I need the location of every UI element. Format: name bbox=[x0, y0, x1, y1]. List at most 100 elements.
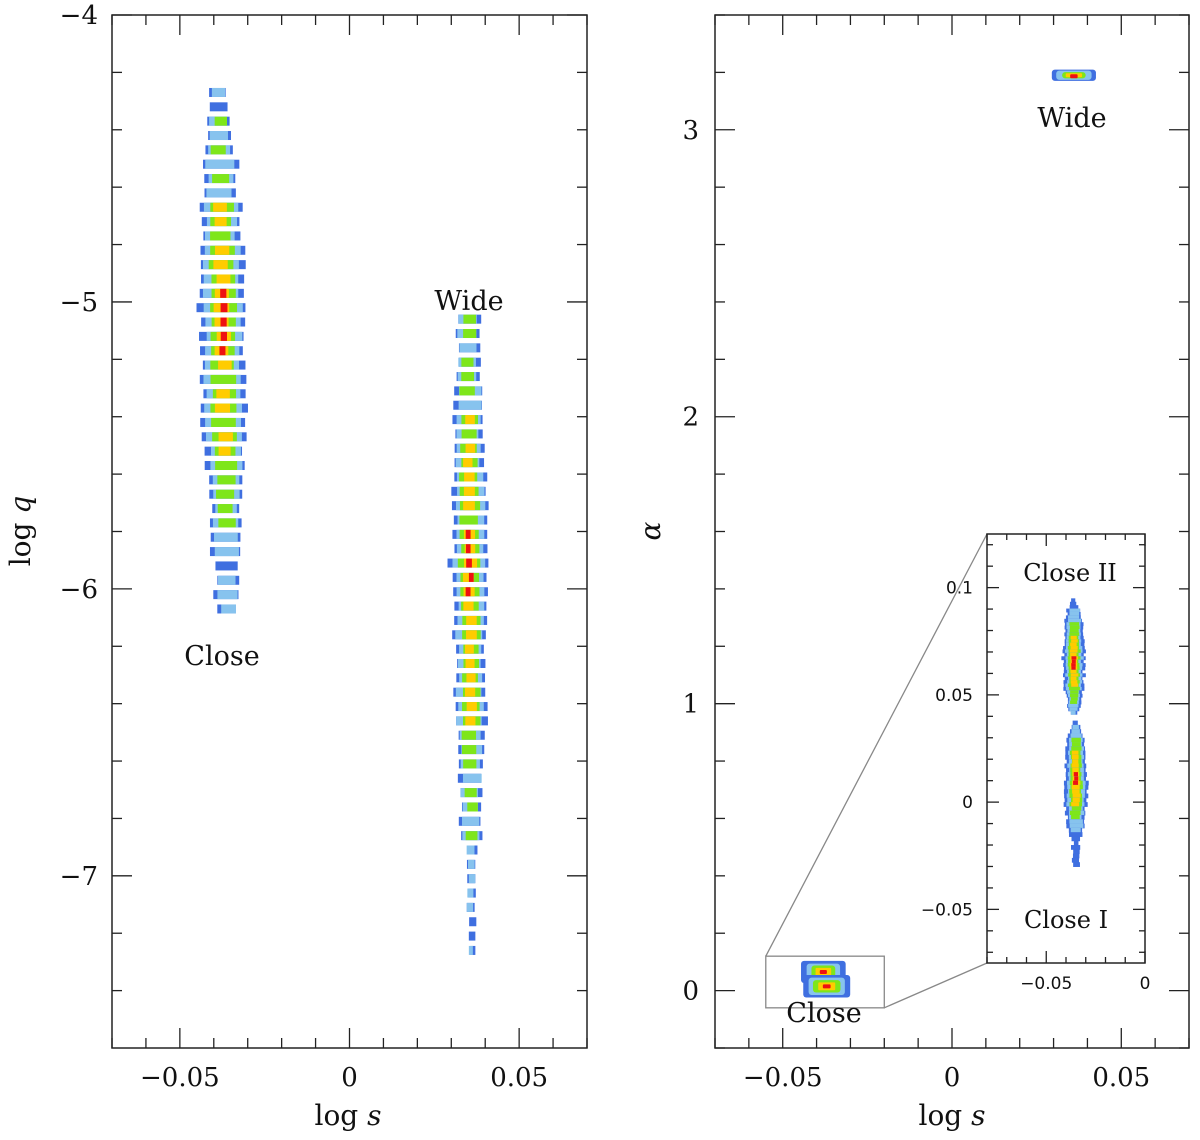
inset-posterior-cell bbox=[1070, 680, 1078, 685]
posterior-cell bbox=[465, 587, 471, 597]
inset-posterior-cell bbox=[1073, 780, 1079, 786]
inset-posterior-cell bbox=[1069, 819, 1083, 825]
inset-posterior-cell bbox=[1071, 754, 1079, 760]
x-tick-label: 0 bbox=[341, 1063, 358, 1093]
posterior-cell bbox=[464, 788, 477, 798]
inset-y-tick-label: 0 bbox=[962, 793, 973, 813]
inset-posterior-cell bbox=[1071, 763, 1079, 769]
x-tick-label: −0.05 bbox=[743, 1063, 823, 1093]
posterior-cell bbox=[467, 802, 478, 812]
posterior-cell bbox=[465, 831, 478, 841]
posterior-cell bbox=[209, 131, 228, 141]
inset-posterior-cell bbox=[1071, 666, 1076, 671]
posterior-cell bbox=[466, 702, 477, 712]
posterior-cell bbox=[822, 984, 831, 989]
posterior-cell bbox=[468, 945, 473, 955]
posterior-cell bbox=[465, 415, 475, 425]
inset-posterior-cell bbox=[1071, 742, 1081, 747]
inset-x-tick-label: 0 bbox=[1140, 974, 1151, 994]
inset-posterior-cell bbox=[1069, 605, 1079, 610]
left-plot-frame bbox=[111, 14, 588, 1049]
inset-posterior-cell bbox=[1069, 629, 1079, 633]
inset-posterior-cell bbox=[1071, 598, 1076, 603]
posterior-cell bbox=[205, 159, 235, 169]
inset-posterior-cell bbox=[1072, 789, 1080, 795]
inset-plot-frame bbox=[986, 533, 1146, 964]
posterior-cell bbox=[218, 360, 232, 370]
inset-posterior-cell bbox=[1072, 767, 1079, 773]
posterior-cell bbox=[216, 389, 230, 399]
posterior-cell bbox=[217, 590, 238, 600]
inset-posterior-cell bbox=[1070, 669, 1077, 674]
posterior-cell bbox=[211, 87, 226, 97]
y-tick-label: −5 bbox=[60, 288, 98, 318]
posterior-cell bbox=[465, 544, 471, 554]
y-tick-label: −7 bbox=[60, 862, 98, 892]
inset-posterior-cell bbox=[1070, 700, 1078, 705]
y-tick-label: −6 bbox=[60, 575, 98, 605]
inset-posterior-cell bbox=[1070, 693, 1079, 698]
inset-posterior-cell bbox=[1068, 703, 1079, 708]
left-x-axis-title: log s bbox=[314, 1099, 381, 1132]
posterior-cell bbox=[465, 716, 476, 726]
inset-y-tick-label: 0.05 bbox=[935, 686, 973, 706]
inset-posterior-cell bbox=[1071, 659, 1076, 664]
inset-posterior-cell bbox=[1069, 823, 1084, 829]
posterior-cell bbox=[464, 472, 475, 482]
posterior-cell bbox=[469, 917, 477, 927]
inset-posterior-cell bbox=[1070, 710, 1076, 715]
inset-posterior-cell bbox=[1069, 625, 1080, 630]
posterior-cell bbox=[458, 400, 482, 410]
posterior-cell bbox=[470, 945, 476, 955]
x-tick-label: 0.05 bbox=[1092, 1063, 1150, 1093]
posterior-cell bbox=[459, 386, 475, 396]
inset-posterior-cell bbox=[1070, 642, 1077, 647]
posterior-cell bbox=[217, 475, 236, 485]
left-y-axis-title: log q bbox=[4, 496, 37, 567]
inset-posterior-cell bbox=[1069, 632, 1080, 637]
inset-posterior-cell bbox=[1070, 733, 1082, 739]
posterior-cell bbox=[215, 561, 238, 571]
posterior-cell bbox=[220, 288, 227, 298]
inset-posterior-cell bbox=[1070, 827, 1081, 833]
posterior-cell bbox=[467, 859, 475, 869]
inset-posterior-cell bbox=[1072, 853, 1080, 859]
posterior-cell bbox=[466, 630, 477, 640]
inset-posterior-cell bbox=[1074, 776, 1079, 782]
inset-posterior-cell bbox=[1068, 618, 1082, 623]
inset-posterior-cell bbox=[1070, 697, 1078, 702]
posterior-cell bbox=[217, 504, 233, 514]
inset-posterior-cell bbox=[1071, 656, 1077, 661]
posterior-cell bbox=[465, 658, 475, 668]
posterior-cell bbox=[215, 461, 238, 471]
left-annotation-close: Close bbox=[184, 641, 259, 672]
posterior-cell bbox=[819, 970, 827, 975]
inset-posterior-cell bbox=[1071, 836, 1081, 842]
posterior-cell bbox=[468, 931, 476, 941]
zoom-connector-bottom bbox=[884, 962, 988, 1009]
right-x-axis-title: log s bbox=[918, 1099, 985, 1132]
inset-panel: −0.05 0 0.1 0.05 0 −0.05 Close II Close I bbox=[921, 533, 1151, 994]
posterior-cell bbox=[218, 432, 233, 442]
inset-posterior-cell bbox=[1071, 857, 1080, 863]
posterior-cell bbox=[465, 443, 476, 453]
posterior-cell bbox=[463, 458, 473, 468]
inset-posterior-cell bbox=[1069, 707, 1078, 712]
posterior-cell bbox=[214, 403, 231, 413]
inset-posterior-cell bbox=[1071, 784, 1080, 790]
inset-posterior-cell bbox=[1070, 845, 1081, 850]
posterior-cell bbox=[461, 730, 477, 740]
inset-posterior-cell bbox=[1073, 772, 1079, 777]
inset-posterior-cell bbox=[1071, 639, 1078, 644]
posterior-cell bbox=[213, 202, 227, 212]
inset-annotation-close-i: Close I bbox=[1024, 906, 1108, 934]
inset-posterior-cell bbox=[1073, 849, 1080, 855]
inset-posterior-cell bbox=[1069, 608, 1080, 613]
posterior-cell bbox=[218, 575, 236, 585]
y-tick-label: 3 bbox=[682, 116, 699, 146]
posterior-cell bbox=[468, 572, 474, 582]
inset-posterior-cell bbox=[1071, 802, 1080, 807]
inset-posterior-cell bbox=[1068, 832, 1083, 837]
right-y-axis-title: α bbox=[634, 521, 667, 540]
